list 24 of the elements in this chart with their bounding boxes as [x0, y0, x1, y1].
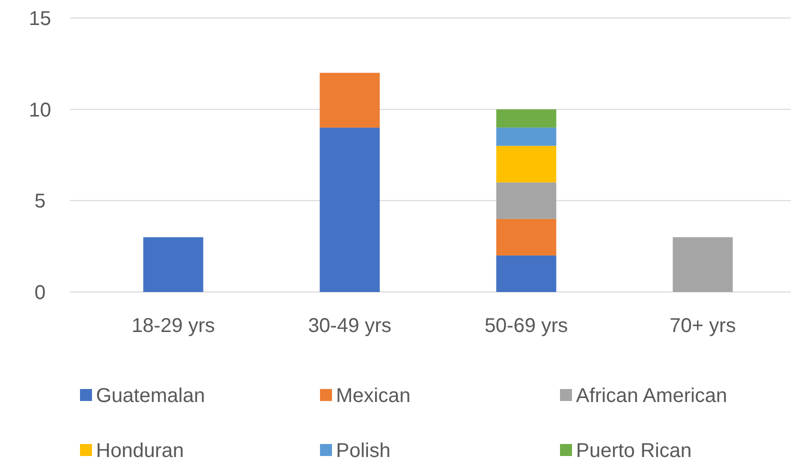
bar [496, 218, 556, 256]
bar [496, 109, 556, 128]
y-tick-label: 15 [28, 8, 52, 30]
y-tick-label: 10 [28, 99, 52, 122]
x-tick-label: 18-29 yrs [132, 315, 215, 337]
bar [496, 182, 556, 219]
legend-label: African American [576, 385, 728, 407]
bar [672, 237, 733, 292]
x-tick-label: 70+ yrs [670, 315, 736, 337]
legend-label: Guatemalan [96, 385, 205, 407]
y-tick-label: 5 [34, 190, 46, 213]
bar [496, 255, 556, 292]
legend-label: Honduran [96, 440, 184, 462]
legend-label: Polish [336, 440, 390, 462]
x-tick-label: 50-69 yrs [484, 315, 568, 337]
bar [496, 146, 556, 182]
bar [143, 237, 204, 292]
legend-label: Mexican [336, 385, 410, 407]
y-tick-label: 0 [34, 282, 46, 304]
bar [320, 128, 380, 292]
x-tick-label: 30-49 yrs [308, 315, 392, 337]
bar [320, 72, 380, 128]
bar [496, 128, 556, 146]
legend-label: Puerto Rican [576, 440, 692, 462]
